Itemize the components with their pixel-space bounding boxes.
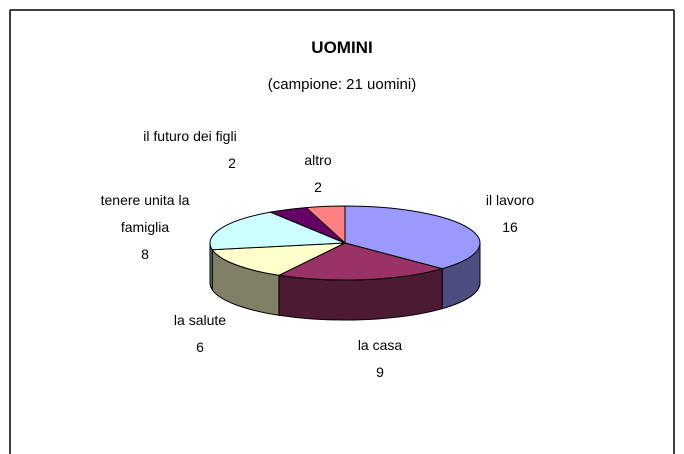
pie-slice xyxy=(277,242,445,281)
pie-slice xyxy=(211,242,346,276)
slice-label: la salute xyxy=(173,312,227,328)
slice-value: 2 xyxy=(228,155,236,171)
slice-label: altro xyxy=(304,152,332,168)
chart-title: UOMINI xyxy=(311,38,373,57)
slice-value: 9 xyxy=(376,364,384,380)
slice-label: il lavoro xyxy=(485,192,535,208)
slice-label: il futuro dei figli xyxy=(143,128,237,144)
slice-value: 2 xyxy=(314,179,322,195)
pie-slice xyxy=(304,205,346,245)
chart-subtitle: (campione: 21 uomini) xyxy=(267,76,417,93)
slice-value: 6 xyxy=(196,339,204,355)
slice-label: la casa xyxy=(357,337,403,353)
pie-slice xyxy=(344,205,481,270)
slice-label: tenere unita la famiglia xyxy=(100,192,190,235)
slice-value: 16 xyxy=(502,219,518,235)
slice-value: 8 xyxy=(141,246,149,262)
pie-slice xyxy=(209,211,346,251)
